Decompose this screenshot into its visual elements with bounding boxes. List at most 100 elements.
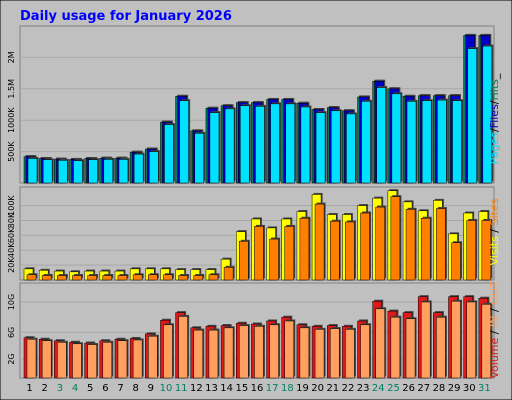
bar-volume_out [466, 301, 476, 379]
bar-pages [285, 103, 295, 184]
bar-pages [391, 93, 402, 184]
bar-pages [194, 133, 205, 184]
bar-pages [164, 124, 174, 184]
x-tick-label: 7 [117, 383, 123, 394]
bar-pages [255, 106, 265, 184]
bar-pages [437, 99, 447, 184]
bar-volume_out [72, 343, 82, 379]
x-tick-label: 20 [311, 383, 324, 394]
bar-sites [269, 238, 279, 281]
x-tick-label: 28 [433, 383, 446, 394]
bar-volume_out [223, 327, 234, 379]
x-tick-label: 4 [72, 383, 78, 394]
x-tick-label: 12 [190, 383, 203, 394]
y-tick-label: 10G [7, 294, 16, 310]
x-tick-label: 9 [148, 383, 154, 394]
bar-volume_out [26, 338, 37, 379]
bar-pages [467, 48, 477, 184]
x-tick-label: 31 [478, 383, 491, 394]
x-tick-label: 10 [160, 383, 173, 394]
bar-volume_out [299, 327, 310, 379]
bar-sites [26, 274, 37, 281]
legend-entry: Visits [488, 236, 501, 265]
bar-pages [270, 103, 280, 184]
bar-pages [240, 105, 250, 184]
legend-volume: Volume / IN / OUT [488, 281, 501, 379]
x-tick-label: 1 [26, 383, 32, 394]
bar-sites [117, 275, 128, 281]
bar-volume_out [87, 344, 97, 379]
bar-pages [482, 45, 493, 184]
x-tick-label: 13 [205, 383, 218, 394]
x-tick-label: 6 [102, 383, 108, 394]
x-tick-label: 11 [175, 383, 188, 394]
bar-pages [118, 159, 129, 184]
x-tick-label: 29 [448, 383, 461, 394]
bar-sites [481, 220, 492, 281]
legend-entry: Volume [488, 337, 501, 378]
bar-pages [42, 159, 53, 184]
x-axis-day-labels: 1 2 3 4 5 6 7 8 9 10 11 12 13 14 15 16 17 18 19 20 21 22 23 24 2… [26, 383, 490, 394]
bar-pages [27, 158, 38, 184]
legend-entry: Pages [488, 132, 501, 165]
legend-entry: / [488, 128, 501, 132]
legend-entry: Hits [488, 79, 501, 101]
bar-sites [451, 242, 461, 281]
bar-volume_out [239, 325, 249, 379]
bar-pages [421, 100, 432, 184]
bar-pages [133, 153, 144, 184]
x-tick-label: 21 [326, 383, 339, 394]
legend-visitors: Visits / Sites [488, 198, 501, 265]
legend-requests: Pages/Files/Hits_ [488, 73, 501, 164]
y-tick-label: 1000K [7, 107, 16, 133]
bar-volume_out [436, 316, 446, 379]
legend-entry: Files [488, 104, 501, 128]
bar-volume_out [57, 342, 67, 379]
x-tick-label: 23 [357, 383, 370, 394]
bar-pages [149, 151, 159, 184]
bar-sites [314, 203, 325, 281]
bar-volume_out [420, 301, 431, 379]
bar-sites [299, 217, 310, 281]
y-tick-label: 2G [7, 353, 16, 364]
bar-pages [103, 159, 114, 184]
bar-sites [390, 196, 401, 281]
chart-title: Daily usage for January 2026 [20, 9, 232, 24]
bar-sites [360, 212, 370, 281]
x-tick-label: 5 [87, 383, 93, 394]
bar-pages [376, 87, 386, 184]
bar-volume_out [360, 324, 370, 379]
x-tick-label: 18 [281, 383, 294, 394]
bar-volume_out [254, 326, 264, 379]
bar-pages [315, 112, 326, 184]
y-tick-label: 500K [7, 141, 16, 162]
bar-volume_out [148, 335, 158, 379]
bar-volume_out [102, 342, 113, 379]
bar-volume_out [269, 324, 279, 379]
bar-sites [254, 226, 264, 281]
bar-pages [300, 106, 311, 184]
bar-sites [102, 275, 113, 281]
bar-volume_out [314, 329, 325, 379]
x-tick-label: 27 [417, 383, 430, 394]
bar-sites [239, 241, 249, 281]
bar-volume_out [41, 340, 52, 379]
bar-sites [466, 220, 476, 281]
bar-volume_out [451, 300, 461, 379]
x-tick-label: 24 [372, 383, 385, 394]
bar-sites [132, 274, 143, 281]
bar-sites [436, 208, 446, 281]
y-tick-label: 1.5M [7, 79, 16, 99]
x-tick-label: 16 [251, 383, 264, 394]
bar-pages [88, 159, 98, 184]
y-tick-label: 2M [7, 51, 16, 63]
bar-volume_out [208, 329, 219, 379]
legend-entry: / [488, 305, 501, 316]
y-tick-label: 20K [7, 257, 16, 273]
bar-pages [406, 101, 417, 184]
bar-pages [452, 100, 462, 184]
bar-pages [330, 110, 341, 184]
bar-sites [420, 217, 431, 281]
